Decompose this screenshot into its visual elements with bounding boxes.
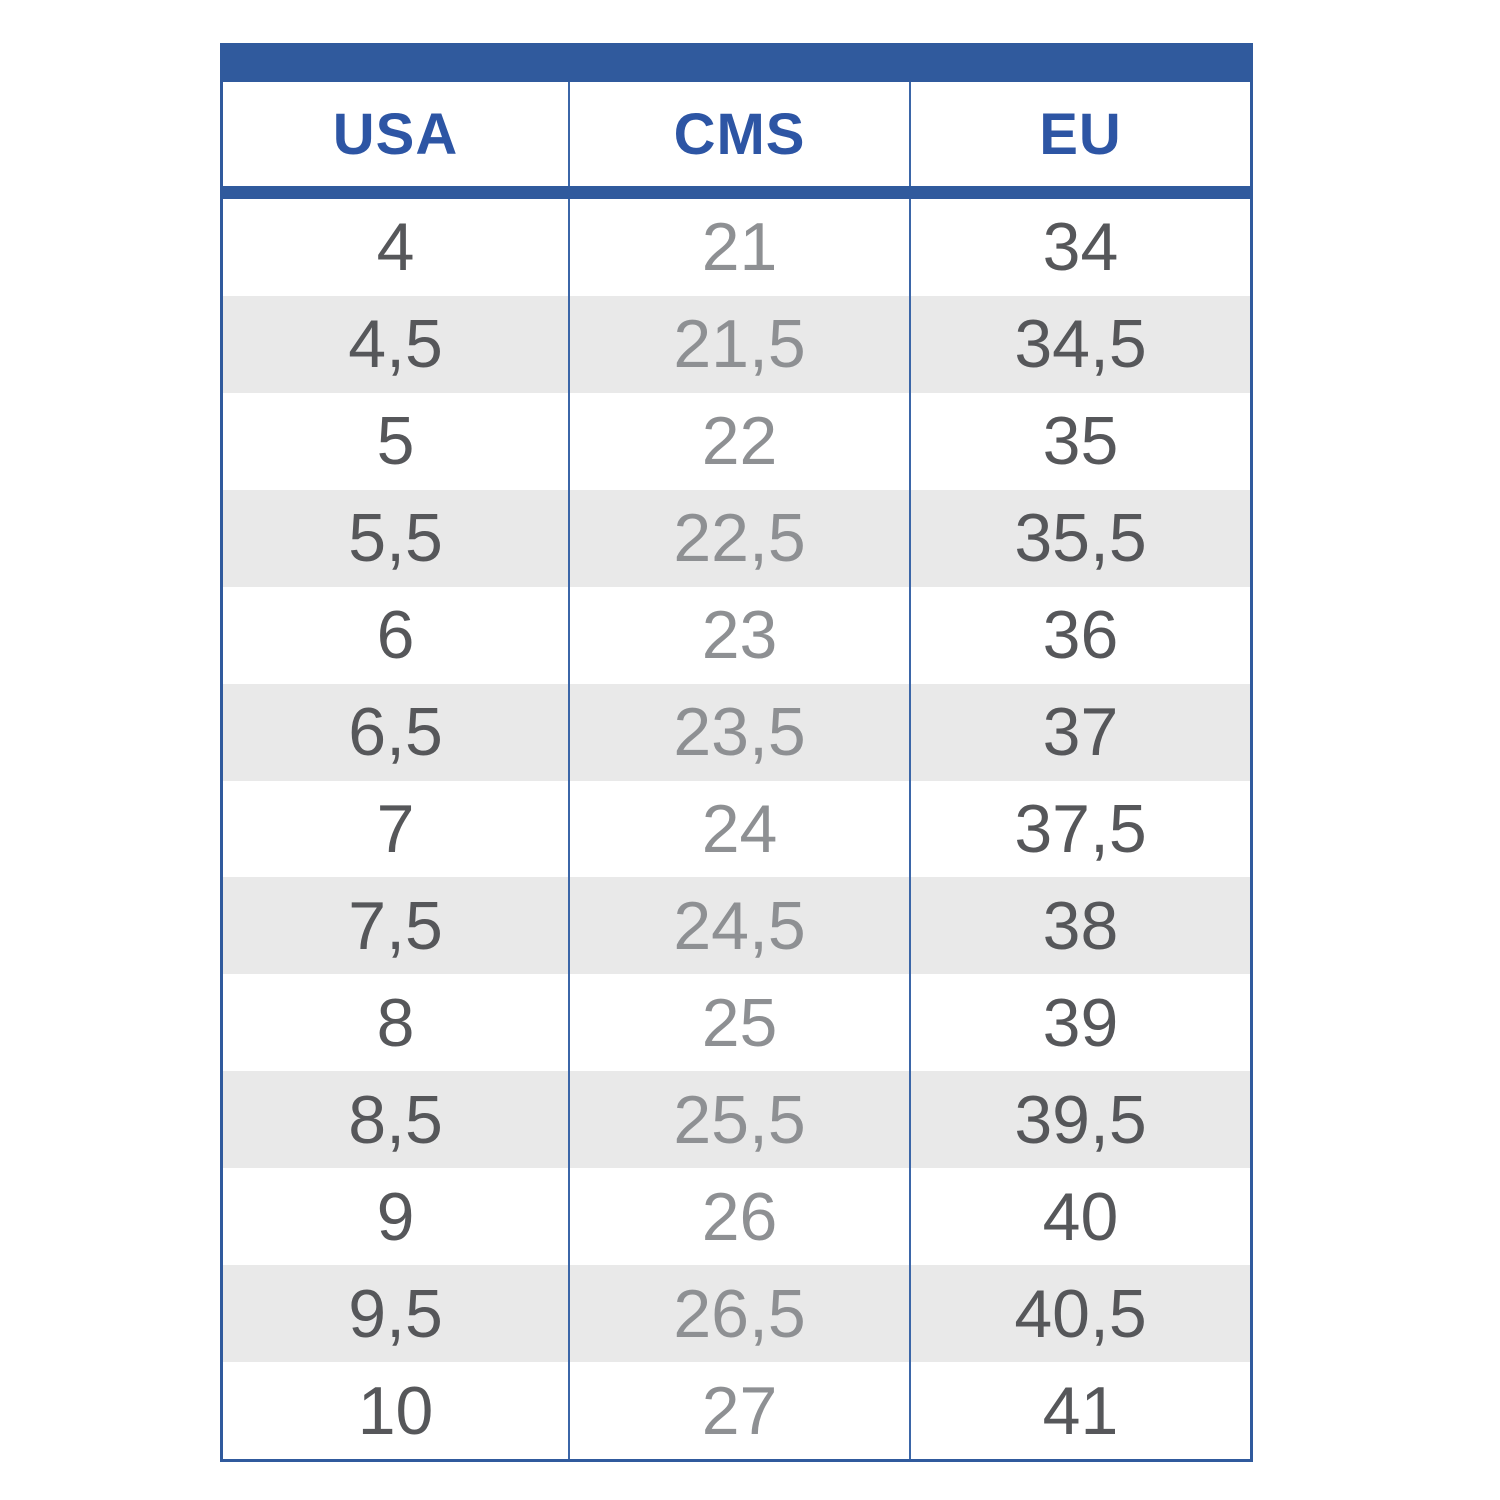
table-row: 10 27 41	[223, 1362, 1250, 1459]
cell-cms: 26,5	[568, 1265, 909, 1363]
size-conversion-table: USA CMS EU 4 21 34 4,5 21,5 34,5 5 22 35…	[220, 43, 1253, 1462]
table-row: 7,5 24,5 38	[223, 877, 1250, 975]
cell-eu: 35	[909, 392, 1250, 490]
table-row: 4 21 34	[223, 199, 1250, 296]
column-header-cms: CMS	[568, 82, 909, 186]
cell-cms: 24	[568, 780, 909, 878]
cell-eu: 36	[909, 586, 1250, 684]
cell-usa: 7,5	[348, 887, 443, 964]
table-row: 7 24 37,5	[223, 780, 1250, 878]
table-row: 6,5 23,5 37	[223, 683, 1250, 781]
table-top-bar	[223, 46, 1250, 82]
cell-usa: 4	[376, 209, 415, 286]
cell-usa: 9	[376, 1178, 415, 1255]
table-row: 9 26 40	[223, 1168, 1250, 1266]
cell-eu: 39	[909, 974, 1250, 1072]
table-row: 4,5 21,5 34,5	[223, 295, 1250, 393]
cell-cms: 21,5	[568, 295, 909, 393]
table-row: 9,5 26,5 40,5	[223, 1265, 1250, 1363]
cell-cms: 25	[568, 974, 909, 1072]
cell-eu: 37,5	[909, 780, 1250, 878]
cell-usa: 6,5	[348, 694, 443, 771]
table-header-row: USA CMS EU	[223, 82, 1250, 186]
cell-eu: 37	[909, 683, 1250, 781]
table-row: 5,5 22,5 35,5	[223, 489, 1250, 587]
column-header-eu: EU	[909, 82, 1250, 186]
table-row: 8,5 25,5 39,5	[223, 1071, 1250, 1169]
cell-cms: 23	[568, 586, 909, 684]
cell-eu: 39,5	[909, 1071, 1250, 1169]
table-body: 4 21 34 4,5 21,5 34,5 5 22 35 5,5 22,5 3…	[223, 199, 1250, 1459]
cell-eu: 40,5	[909, 1265, 1250, 1363]
table-row: 6 23 36	[223, 586, 1250, 684]
cell-eu: 35,5	[909, 489, 1250, 587]
header-divider-band	[223, 186, 1250, 199]
cell-usa: 9,5	[348, 1275, 443, 1352]
cell-cms: 21	[568, 199, 909, 296]
cell-eu: 34,5	[909, 295, 1250, 393]
cell-cms: 22,5	[568, 489, 909, 587]
cell-usa: 4,5	[348, 306, 443, 383]
cell-eu: 41	[909, 1362, 1250, 1459]
cell-cms: 23,5	[568, 683, 909, 781]
column-header-usa: USA	[332, 101, 459, 167]
cell-eu: 34	[909, 199, 1250, 296]
cell-usa: 6	[376, 597, 415, 674]
cell-eu: 40	[909, 1168, 1250, 1266]
table-row: 8 25 39	[223, 974, 1250, 1072]
cell-usa: 8	[376, 984, 415, 1061]
cell-eu: 38	[909, 877, 1250, 975]
cell-usa: 10	[357, 1372, 434, 1449]
cell-cms: 24,5	[568, 877, 909, 975]
table-row: 5 22 35	[223, 392, 1250, 490]
cell-usa: 5,5	[348, 500, 443, 577]
cell-cms: 26	[568, 1168, 909, 1266]
cell-usa: 8,5	[348, 1081, 443, 1158]
cell-cms: 22	[568, 392, 909, 490]
cell-cms: 27	[568, 1362, 909, 1459]
cell-usa: 7	[376, 790, 415, 867]
cell-usa: 5	[376, 403, 415, 480]
cell-cms: 25,5	[568, 1071, 909, 1169]
